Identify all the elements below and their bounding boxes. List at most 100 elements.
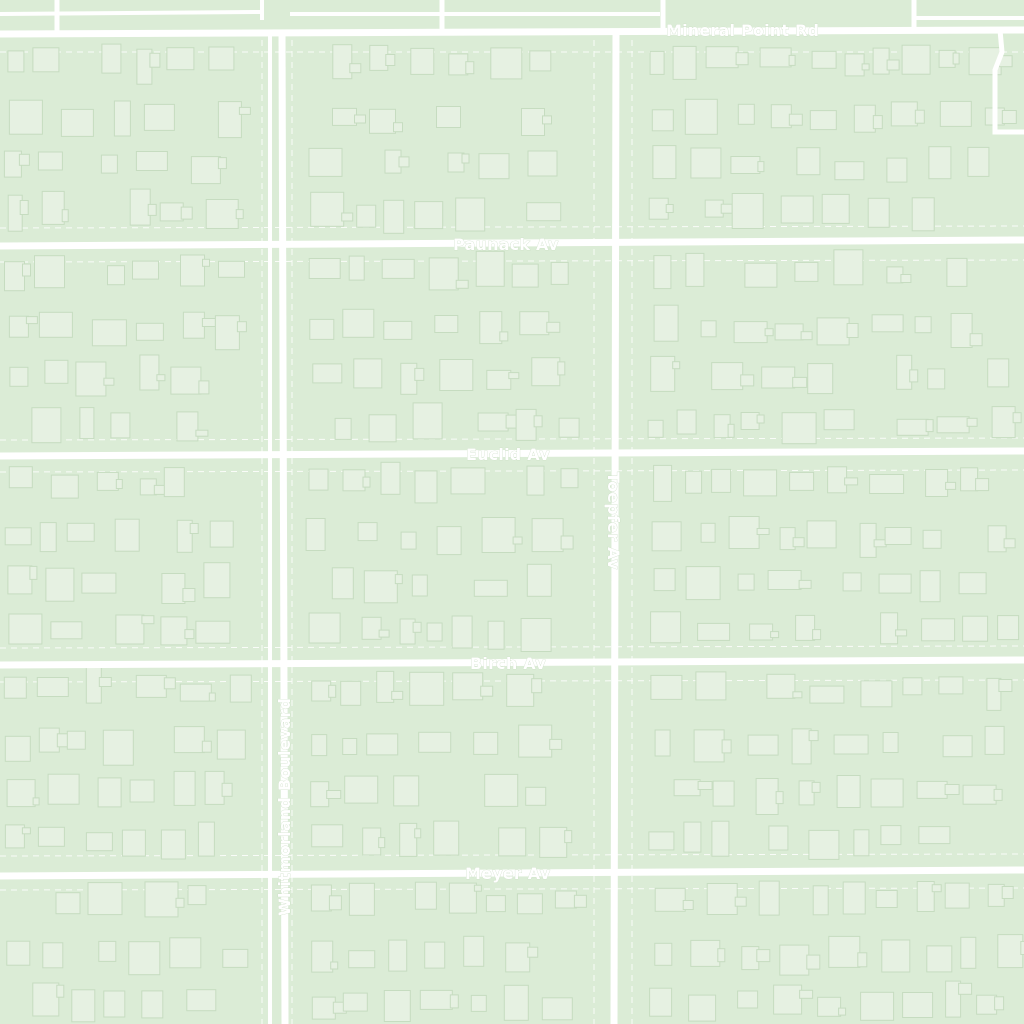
building [653, 255, 672, 290]
building [731, 193, 764, 229]
building-annex [798, 579, 812, 589]
building [135, 322, 164, 341]
building [159, 202, 184, 222]
building-annex [217, 157, 227, 170]
building [50, 474, 79, 499]
building [383, 990, 411, 1022]
building [741, 946, 760, 971]
building-annex [799, 989, 814, 999]
building [986, 677, 1002, 711]
building [426, 622, 443, 642]
building [728, 516, 760, 549]
building [730, 156, 761, 174]
building [414, 470, 438, 504]
building-annex [195, 429, 209, 437]
building [867, 197, 890, 228]
building [921, 618, 956, 642]
building [139, 354, 160, 391]
building [749, 623, 774, 641]
building [366, 733, 399, 756]
building-annex [1012, 412, 1022, 424]
building [161, 573, 186, 604]
building [690, 147, 722, 179]
building [383, 199, 405, 234]
building [649, 987, 673, 1017]
building [712, 780, 735, 807]
building-annex [846, 323, 859, 338]
building-annex [873, 539, 887, 548]
building [526, 202, 562, 222]
building [486, 369, 512, 390]
building [950, 313, 973, 348]
building-annex [756, 528, 770, 535]
building-annex [573, 894, 587, 908]
building [400, 531, 417, 550]
building [817, 996, 842, 1017]
building-annex [944, 784, 960, 795]
building [96, 471, 119, 491]
building [348, 255, 365, 281]
building [409, 671, 445, 706]
building-annex [975, 478, 990, 492]
building [113, 100, 131, 137]
building [795, 614, 816, 641]
building [348, 882, 375, 916]
building [896, 418, 929, 436]
building [653, 304, 679, 342]
road-euclid [0, 447, 1024, 460]
building [55, 892, 81, 915]
building-annex [770, 631, 780, 639]
building [311, 824, 344, 848]
building [506, 673, 535, 707]
building [697, 622, 731, 641]
building [875, 890, 898, 908]
building [4, 824, 25, 849]
building-annex [838, 1007, 847, 1016]
building [412, 402, 443, 440]
building [554, 890, 577, 909]
building [654, 887, 686, 912]
label-birch-av: Birch Av [470, 654, 546, 673]
building [102, 729, 134, 766]
building-annex [925, 419, 934, 433]
building-annex [792, 691, 803, 699]
building-annex [455, 279, 469, 289]
building [781, 412, 817, 445]
building-annex [25, 316, 38, 325]
building [503, 984, 529, 1021]
road-loop-east [992, 29, 1024, 135]
building [779, 944, 810, 976]
building-annex [29, 565, 38, 580]
building [411, 574, 428, 597]
building [926, 945, 953, 973]
building [129, 779, 155, 803]
building [823, 409, 855, 431]
building-annex [184, 629, 195, 640]
building [424, 941, 446, 969]
building [135, 151, 168, 171]
building [216, 729, 246, 760]
building [9, 366, 29, 387]
building [733, 321, 768, 344]
building-annex [141, 615, 155, 625]
building [737, 103, 755, 125]
building [807, 363, 834, 395]
building [369, 108, 396, 134]
building [737, 990, 759, 1009]
building-annex [398, 156, 410, 168]
building [38, 311, 73, 338]
road-mineral-point [0, 26, 1024, 38]
building-annex [175, 897, 185, 908]
building-annex [147, 203, 157, 216]
building [766, 673, 796, 699]
building [808, 829, 840, 860]
building [927, 368, 946, 390]
building [436, 106, 461, 128]
building [944, 882, 970, 909]
building [539, 826, 568, 858]
building-annex [473, 884, 482, 892]
building [4, 735, 31, 762]
building [450, 467, 486, 495]
building [960, 467, 979, 492]
